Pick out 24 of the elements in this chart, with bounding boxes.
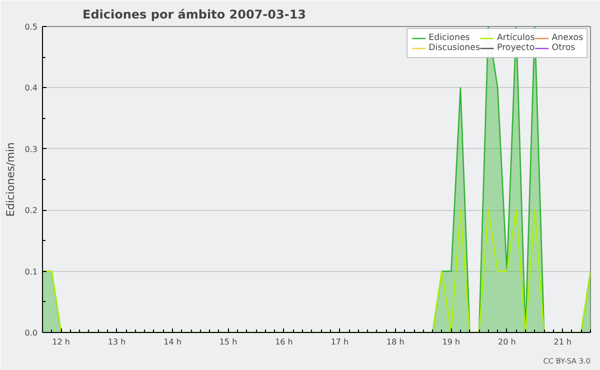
x-tick-label: 14 h [164,338,182,346]
x-tick-label: 18 h [386,338,404,346]
y-tick-label: 0.2 [24,206,38,216]
y-tick-label: 0.5 [24,22,38,32]
legend-label: Ediciones [428,33,470,43]
x-tick-label: 12 h [52,338,70,346]
x-tick-label: 21 h [554,338,572,346]
y-tick-label: 0.4 [24,84,38,93]
x-tick-label: 13 h [108,338,126,346]
legend-label: Anexos [552,33,583,43]
x-tick-label: 17 h [330,338,349,346]
chart-title: Ediciones por ámbito 2007-03-13 [82,8,306,22]
y-tick-label: 0.3 [24,144,38,154]
y-axis-title: Ediciones/min [4,142,17,217]
x-tick-label: 15 h [219,338,238,346]
y-tick-label: 0.0 [24,328,38,338]
x-tick-label: 16 h [275,338,293,346]
legend-label: Otros [552,43,576,53]
x-tick-label: 20 h [498,338,516,346]
x-tick-label: 19 h [442,338,460,346]
legend-label: Proyecto [497,43,535,53]
legend-label: Discusiones [428,43,480,53]
legend-label: Artículos [497,33,535,43]
y-tick-label: 0.1 [24,267,38,276]
